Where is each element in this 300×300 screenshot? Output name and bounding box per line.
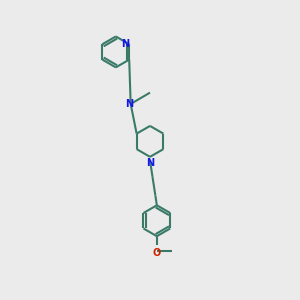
Text: N: N [122, 39, 130, 49]
Text: N: N [125, 99, 133, 109]
Text: O: O [153, 248, 161, 258]
Text: N: N [146, 158, 154, 168]
